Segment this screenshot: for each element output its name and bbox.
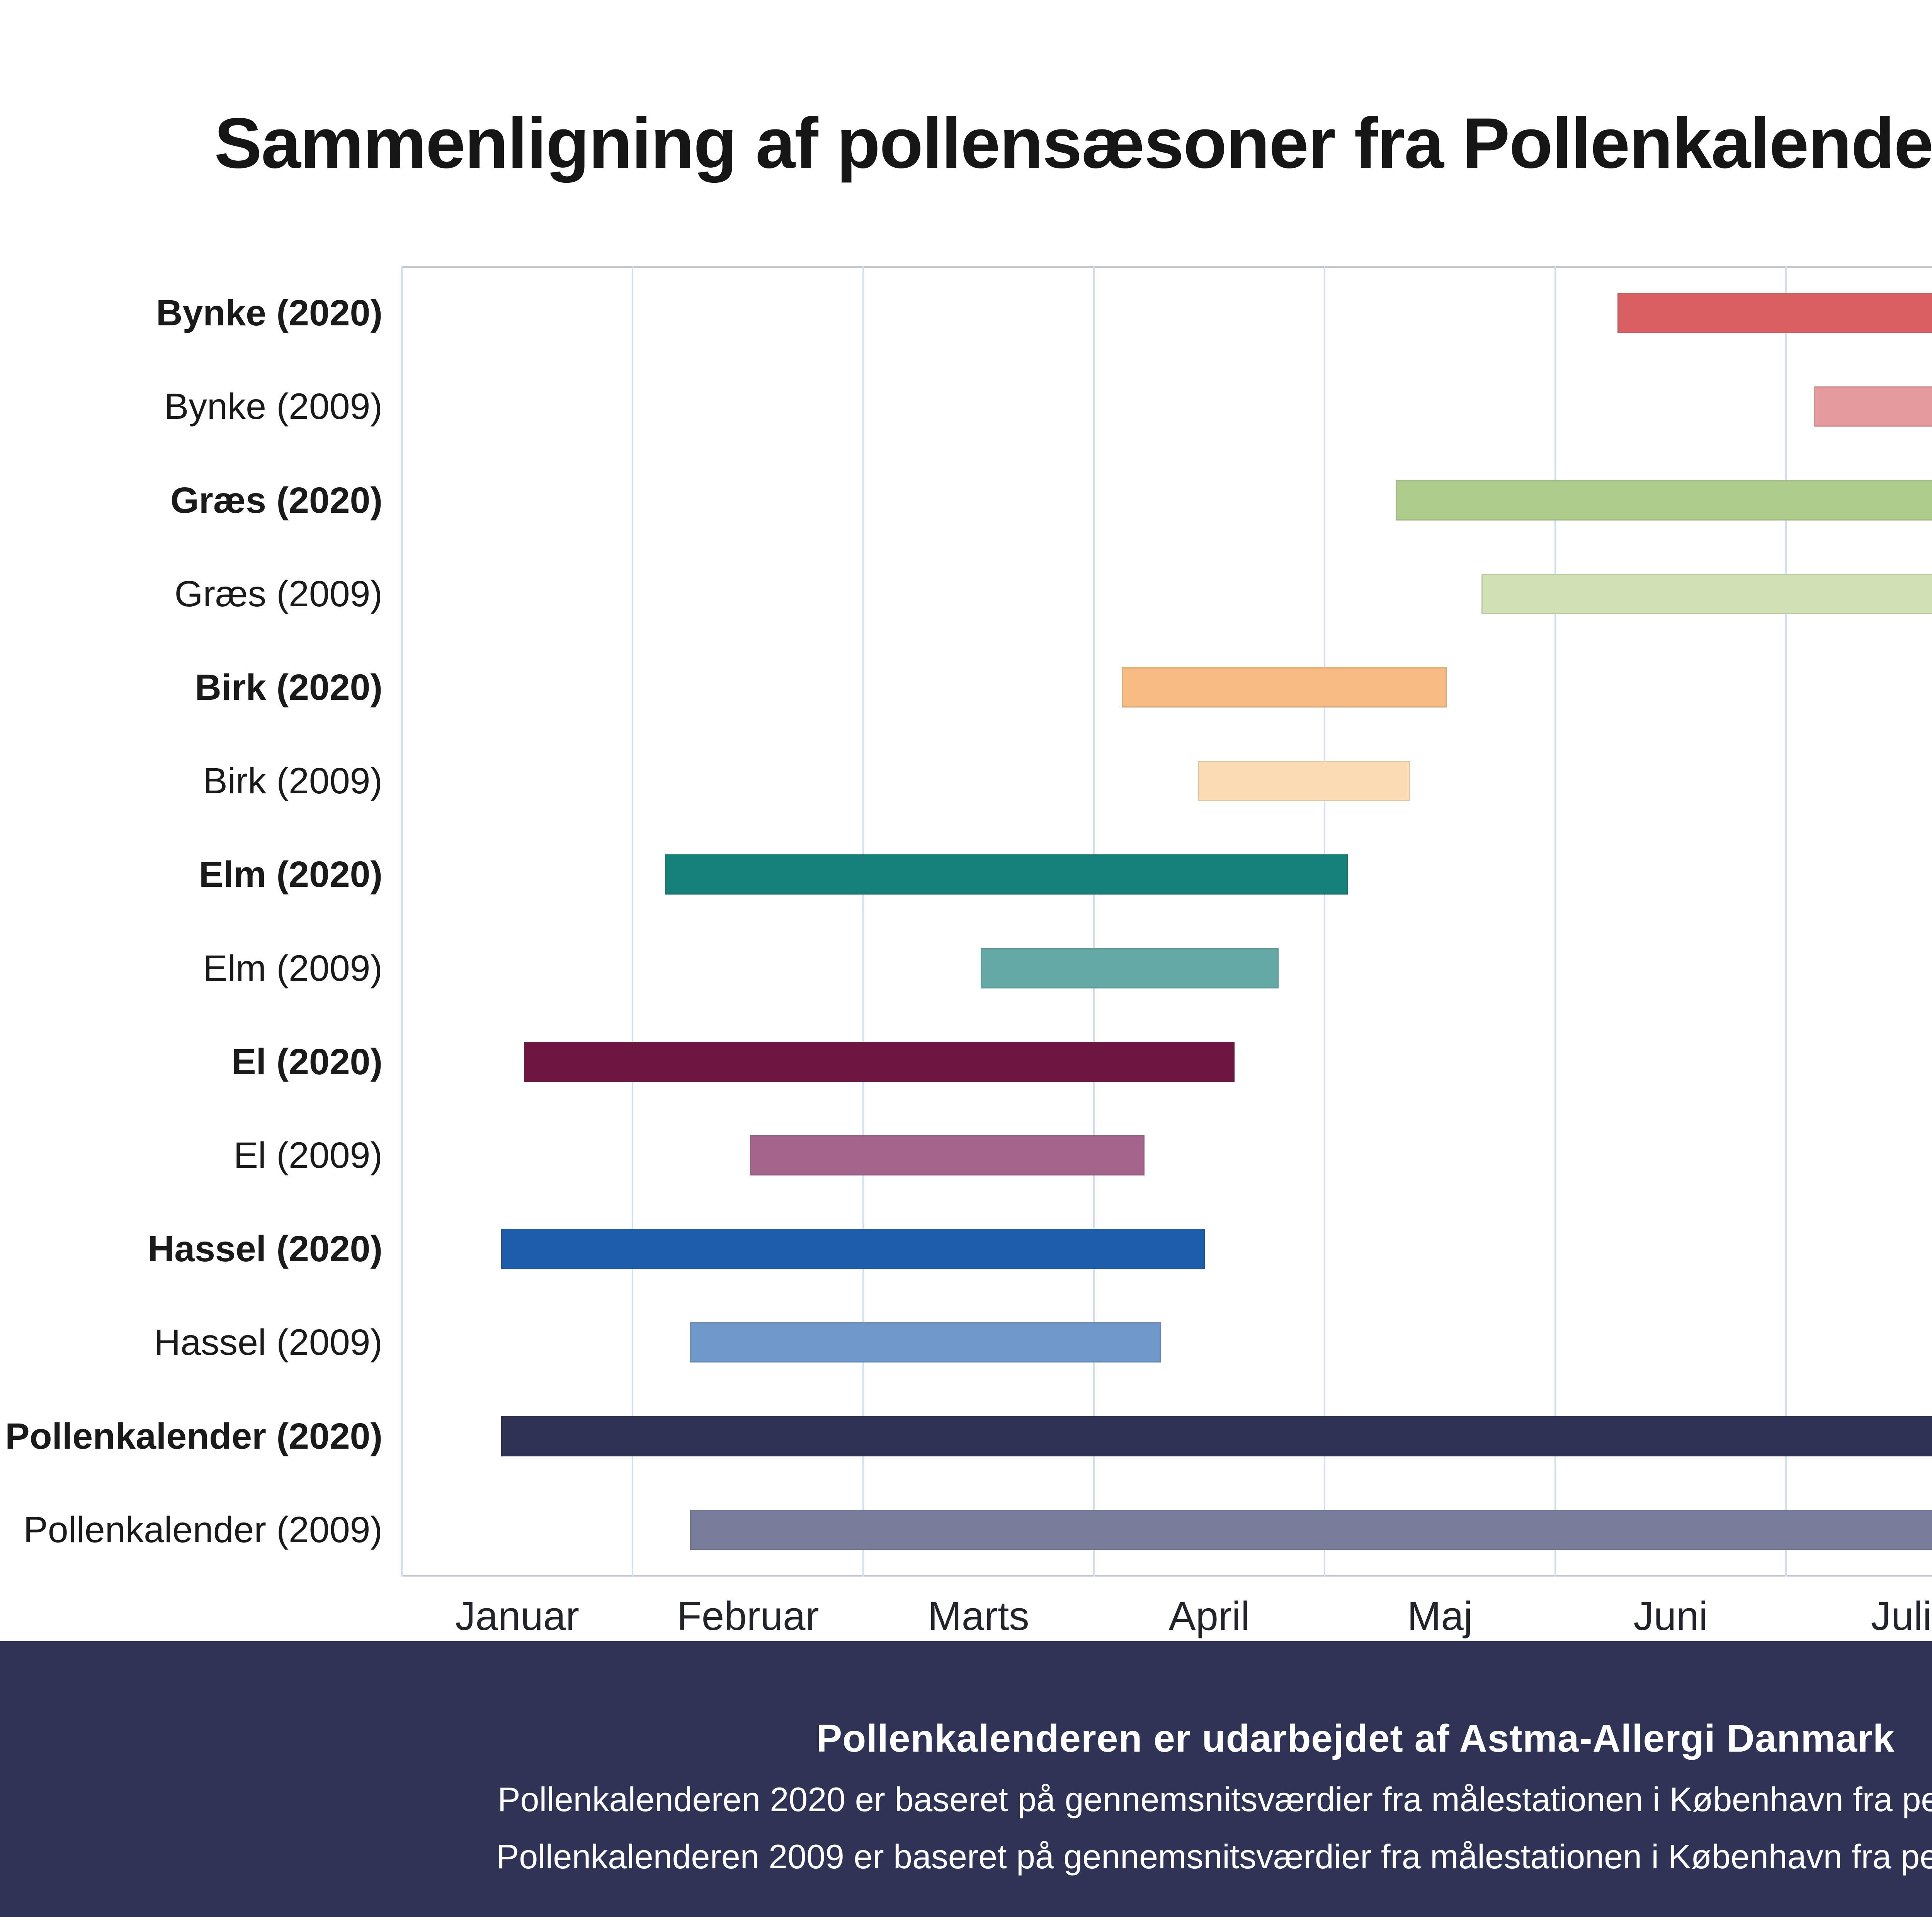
y-axis-label-birk-2009: Birk (2009) xyxy=(203,760,383,802)
page-title: Sammenligning af pollensæsoner fra Polle… xyxy=(214,104,1932,183)
x-axis-tick-label-februar: Februar xyxy=(677,1594,819,1639)
gantt-bar-el-2020 xyxy=(524,1041,1235,1082)
y-axis-label-elm-2009: Elm (2009) xyxy=(203,947,383,989)
y-axis-label-graes-2009: Græs (2009) xyxy=(174,573,383,614)
gantt-bar-elm-2020 xyxy=(665,854,1348,895)
month-gridline xyxy=(1554,266,1556,1577)
footer-band xyxy=(0,1641,1932,1917)
x-axis-tick-label-juni: Juni xyxy=(1633,1594,1708,1639)
x-axis-tick-label-juli: Juli xyxy=(1871,1594,1932,1639)
chart-plot-area xyxy=(402,266,1932,1577)
month-gridline xyxy=(1324,266,1325,1577)
month-gridline xyxy=(862,266,864,1577)
gantt-bar-pollenkalender-2020 xyxy=(501,1416,1932,1456)
y-axis-label-el-2020: El (2020) xyxy=(231,1041,383,1082)
footer-note-2009: Pollenkalenderen 2009 er baseret på genn… xyxy=(496,1837,1932,1876)
y-axis-label-graes-2020: Græs (2020) xyxy=(170,480,383,521)
month-gridline xyxy=(1785,266,1787,1577)
gantt-bar-birk-2009 xyxy=(1197,761,1410,801)
month-gridline xyxy=(1093,266,1095,1577)
y-axis-label-hassel-2020: Hassel (2020) xyxy=(148,1228,383,1270)
month-gridline xyxy=(632,266,633,1577)
footer-credit-line: Pollenkalenderen er udarbejdet af Astma-… xyxy=(816,1717,1895,1760)
gantt-bar-graes-2009 xyxy=(1481,573,1932,614)
y-axis-label-hassel-2009: Hassel (2009) xyxy=(154,1322,383,1363)
gantt-bar-graes-2020 xyxy=(1396,480,1932,520)
gantt-bar-birk-2020 xyxy=(1121,667,1447,708)
y-axis-label-bynke-2009: Bynke (2009) xyxy=(164,386,383,427)
gantt-bar-el-2009 xyxy=(750,1135,1145,1176)
gantt-bar-pollenkalender-2009 xyxy=(690,1509,1932,1550)
gantt-bar-hassel-2020 xyxy=(501,1229,1205,1269)
y-axis-label-pollenkalender-2009: Pollenkalender (2009) xyxy=(23,1509,383,1550)
gantt-bar-bynke-2020 xyxy=(1617,293,1932,333)
y-axis-label-birk-2020: Birk (2020) xyxy=(195,667,383,708)
y-axis-label-pollenkalender-2020: Pollenkalender (2020) xyxy=(5,1415,383,1457)
gantt-bar-hassel-2009 xyxy=(690,1322,1161,1363)
y-axis-label-elm-2020: Elm (2020) xyxy=(199,854,383,895)
gantt-bar-elm-2009 xyxy=(981,948,1279,988)
x-axis-tick-label-april: April xyxy=(1168,1594,1250,1639)
x-axis-tick-label-marts: Marts xyxy=(928,1594,1029,1639)
y-axis-label-bynke-2020: Bynke (2020) xyxy=(156,293,383,334)
y-axis-label-el-2009: El (2009) xyxy=(233,1135,383,1176)
x-axis-tick-label-januar: Januar xyxy=(455,1594,580,1639)
gantt-bar-bynke-2009 xyxy=(1813,386,1932,427)
footer-note-2020: Pollenkalenderen 2020 er baseret på genn… xyxy=(497,1780,1932,1818)
month-gridline xyxy=(401,266,403,1577)
x-axis-tick-label-maj: Maj xyxy=(1407,1594,1473,1639)
